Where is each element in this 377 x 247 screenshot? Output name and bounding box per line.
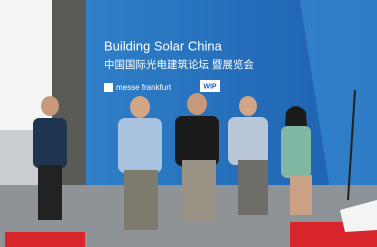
banner-subtitle: 中国国际光电建筑论坛 暨展览会: [104, 58, 254, 71]
page: Building Solar China 中国国际光电建筑论坛 暨展览会 mes…: [0, 0, 377, 247]
photo: Building Solar China 中国国际光电建筑论坛 暨展览会 mes…: [0, 0, 377, 247]
logo-text: WIP: [203, 83, 217, 90]
sponsor-name: messe frankfurt: [116, 83, 172, 92]
sponsor-icon: [104, 83, 113, 92]
banner-title: Building Solar China: [104, 38, 223, 53]
red-chair: [5, 232, 85, 247]
